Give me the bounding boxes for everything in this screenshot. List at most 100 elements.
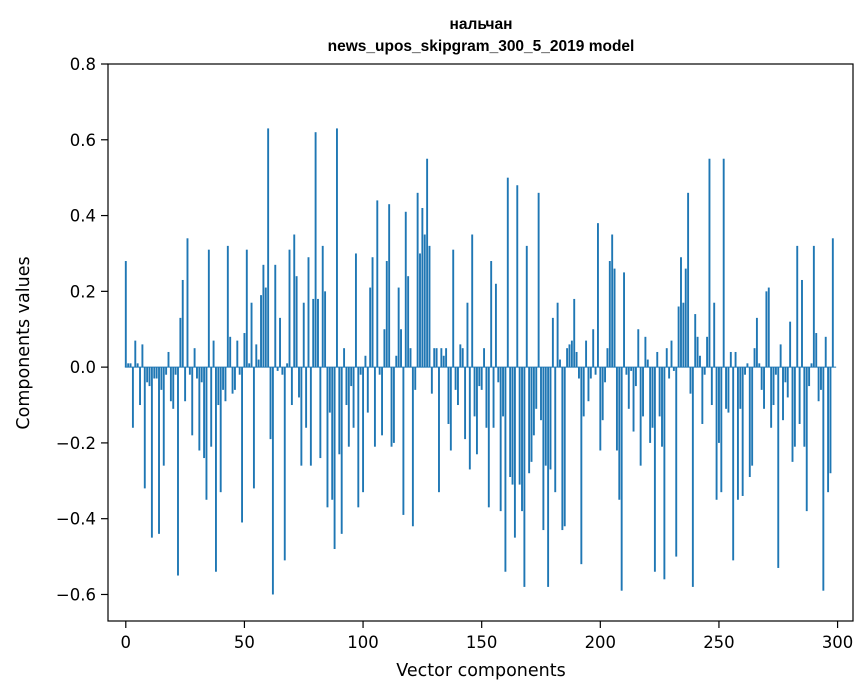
bar-283 — [796, 245, 799, 368]
bar-97 — [354, 253, 357, 368]
bar-9 — [146, 367, 149, 383]
bar-166 — [518, 367, 521, 485]
bar-287 — [805, 367, 808, 512]
bar-270 — [765, 291, 768, 368]
bar-39 — [217, 367, 220, 406]
bar-281 — [791, 367, 794, 462]
y-tick-label-4: 0.2 — [70, 282, 96, 301]
bar-50 — [243, 333, 246, 368]
y-tick-label-6: 0.6 — [70, 131, 96, 150]
bar-247 — [710, 367, 713, 406]
bar-6 — [139, 367, 141, 406]
bar-211 — [625, 367, 628, 375]
bar-16 — [162, 367, 165, 466]
bar-83 — [321, 245, 324, 368]
bar-194 — [585, 340, 588, 368]
bar-266 — [755, 317, 758, 368]
bar-150 — [480, 367, 483, 390]
bar-59 — [264, 287, 267, 368]
bar-135 — [445, 348, 448, 368]
bar-215 — [634, 367, 637, 387]
bar-101 — [364, 355, 367, 368]
bar-297 — [829, 367, 832, 474]
bar-27 — [188, 367, 191, 375]
bar-248 — [713, 302, 716, 368]
bar-76 — [305, 367, 308, 428]
bar-98 — [357, 367, 360, 508]
bar-54 — [252, 367, 255, 489]
x-tick-label-150: 150 — [466, 633, 498, 652]
bars-group — [124, 128, 834, 595]
bar-140 — [457, 367, 459, 406]
bar-262 — [746, 363, 749, 368]
bar-168 — [523, 367, 526, 587]
bar-139 — [454, 367, 457, 390]
bar-130 — [433, 348, 436, 368]
bar-229 — [668, 367, 671, 379]
bar-115 — [397, 287, 400, 368]
bar-221 — [649, 367, 652, 443]
bar-181 — [554, 367, 557, 493]
bar-241 — [696, 336, 699, 368]
bar-106 — [376, 200, 379, 368]
bar-74 — [300, 367, 303, 466]
bar-49 — [241, 367, 243, 523]
bar-2 — [129, 363, 132, 368]
bar-4 — [134, 340, 137, 368]
bar-227 — [663, 367, 666, 580]
bar-20 — [172, 367, 175, 409]
bar-32 — [200, 367, 203, 383]
bar-22 — [177, 367, 179, 576]
bar-120 — [409, 348, 412, 368]
bar-129 — [430, 367, 433, 394]
bar-177 — [544, 367, 547, 466]
bar-93 — [345, 367, 348, 406]
bar-71 — [293, 234, 296, 368]
bar-87 — [331, 367, 334, 500]
bar-172 — [532, 367, 535, 436]
bar-250 — [718, 367, 720, 443]
bar-257 — [734, 351, 737, 368]
bar-213 — [630, 367, 633, 371]
y-tick-label-5: 0.4 — [70, 207, 96, 226]
bar-51 — [245, 249, 248, 368]
bar-42 — [224, 367, 227, 402]
bar-112 — [390, 367, 393, 447]
bar-233 — [677, 306, 680, 368]
x-tick-label-300: 300 — [822, 633, 854, 652]
plot-frame — [107, 63, 854, 622]
bar-7 — [141, 344, 144, 368]
bar-10 — [148, 367, 151, 387]
bar-138 — [452, 249, 455, 368]
bar-52 — [248, 363, 251, 368]
bar-291 — [815, 333, 818, 368]
bar-274 — [774, 367, 777, 375]
bar-109 — [383, 329, 386, 368]
bar-128 — [428, 245, 431, 368]
bar-96 — [352, 367, 355, 428]
bar-263 — [748, 367, 751, 478]
bar-142 — [461, 348, 464, 368]
bar-118 — [404, 211, 407, 368]
bar-276 — [779, 344, 782, 368]
bar-160 — [504, 367, 507, 572]
bar-23 — [179, 317, 182, 368]
x-tick-label-250: 250 — [703, 633, 735, 652]
bar-17 — [165, 367, 168, 375]
bar-238 — [689, 367, 692, 394]
bar-134 — [442, 355, 445, 368]
bar-217 — [639, 367, 642, 466]
bar-145 — [468, 367, 471, 470]
bar-65 — [279, 317, 281, 368]
bar-174 — [537, 192, 540, 368]
bar-243 — [701, 367, 704, 424]
bar-81 — [317, 298, 319, 368]
bar-190 — [575, 351, 578, 368]
bar-201 — [601, 367, 604, 421]
bar-269 — [763, 367, 765, 409]
bar-184 — [561, 367, 564, 531]
bar-105 — [373, 367, 376, 447]
bar-282 — [793, 367, 796, 447]
bar-220 — [646, 359, 649, 368]
bar-88 — [333, 367, 336, 550]
